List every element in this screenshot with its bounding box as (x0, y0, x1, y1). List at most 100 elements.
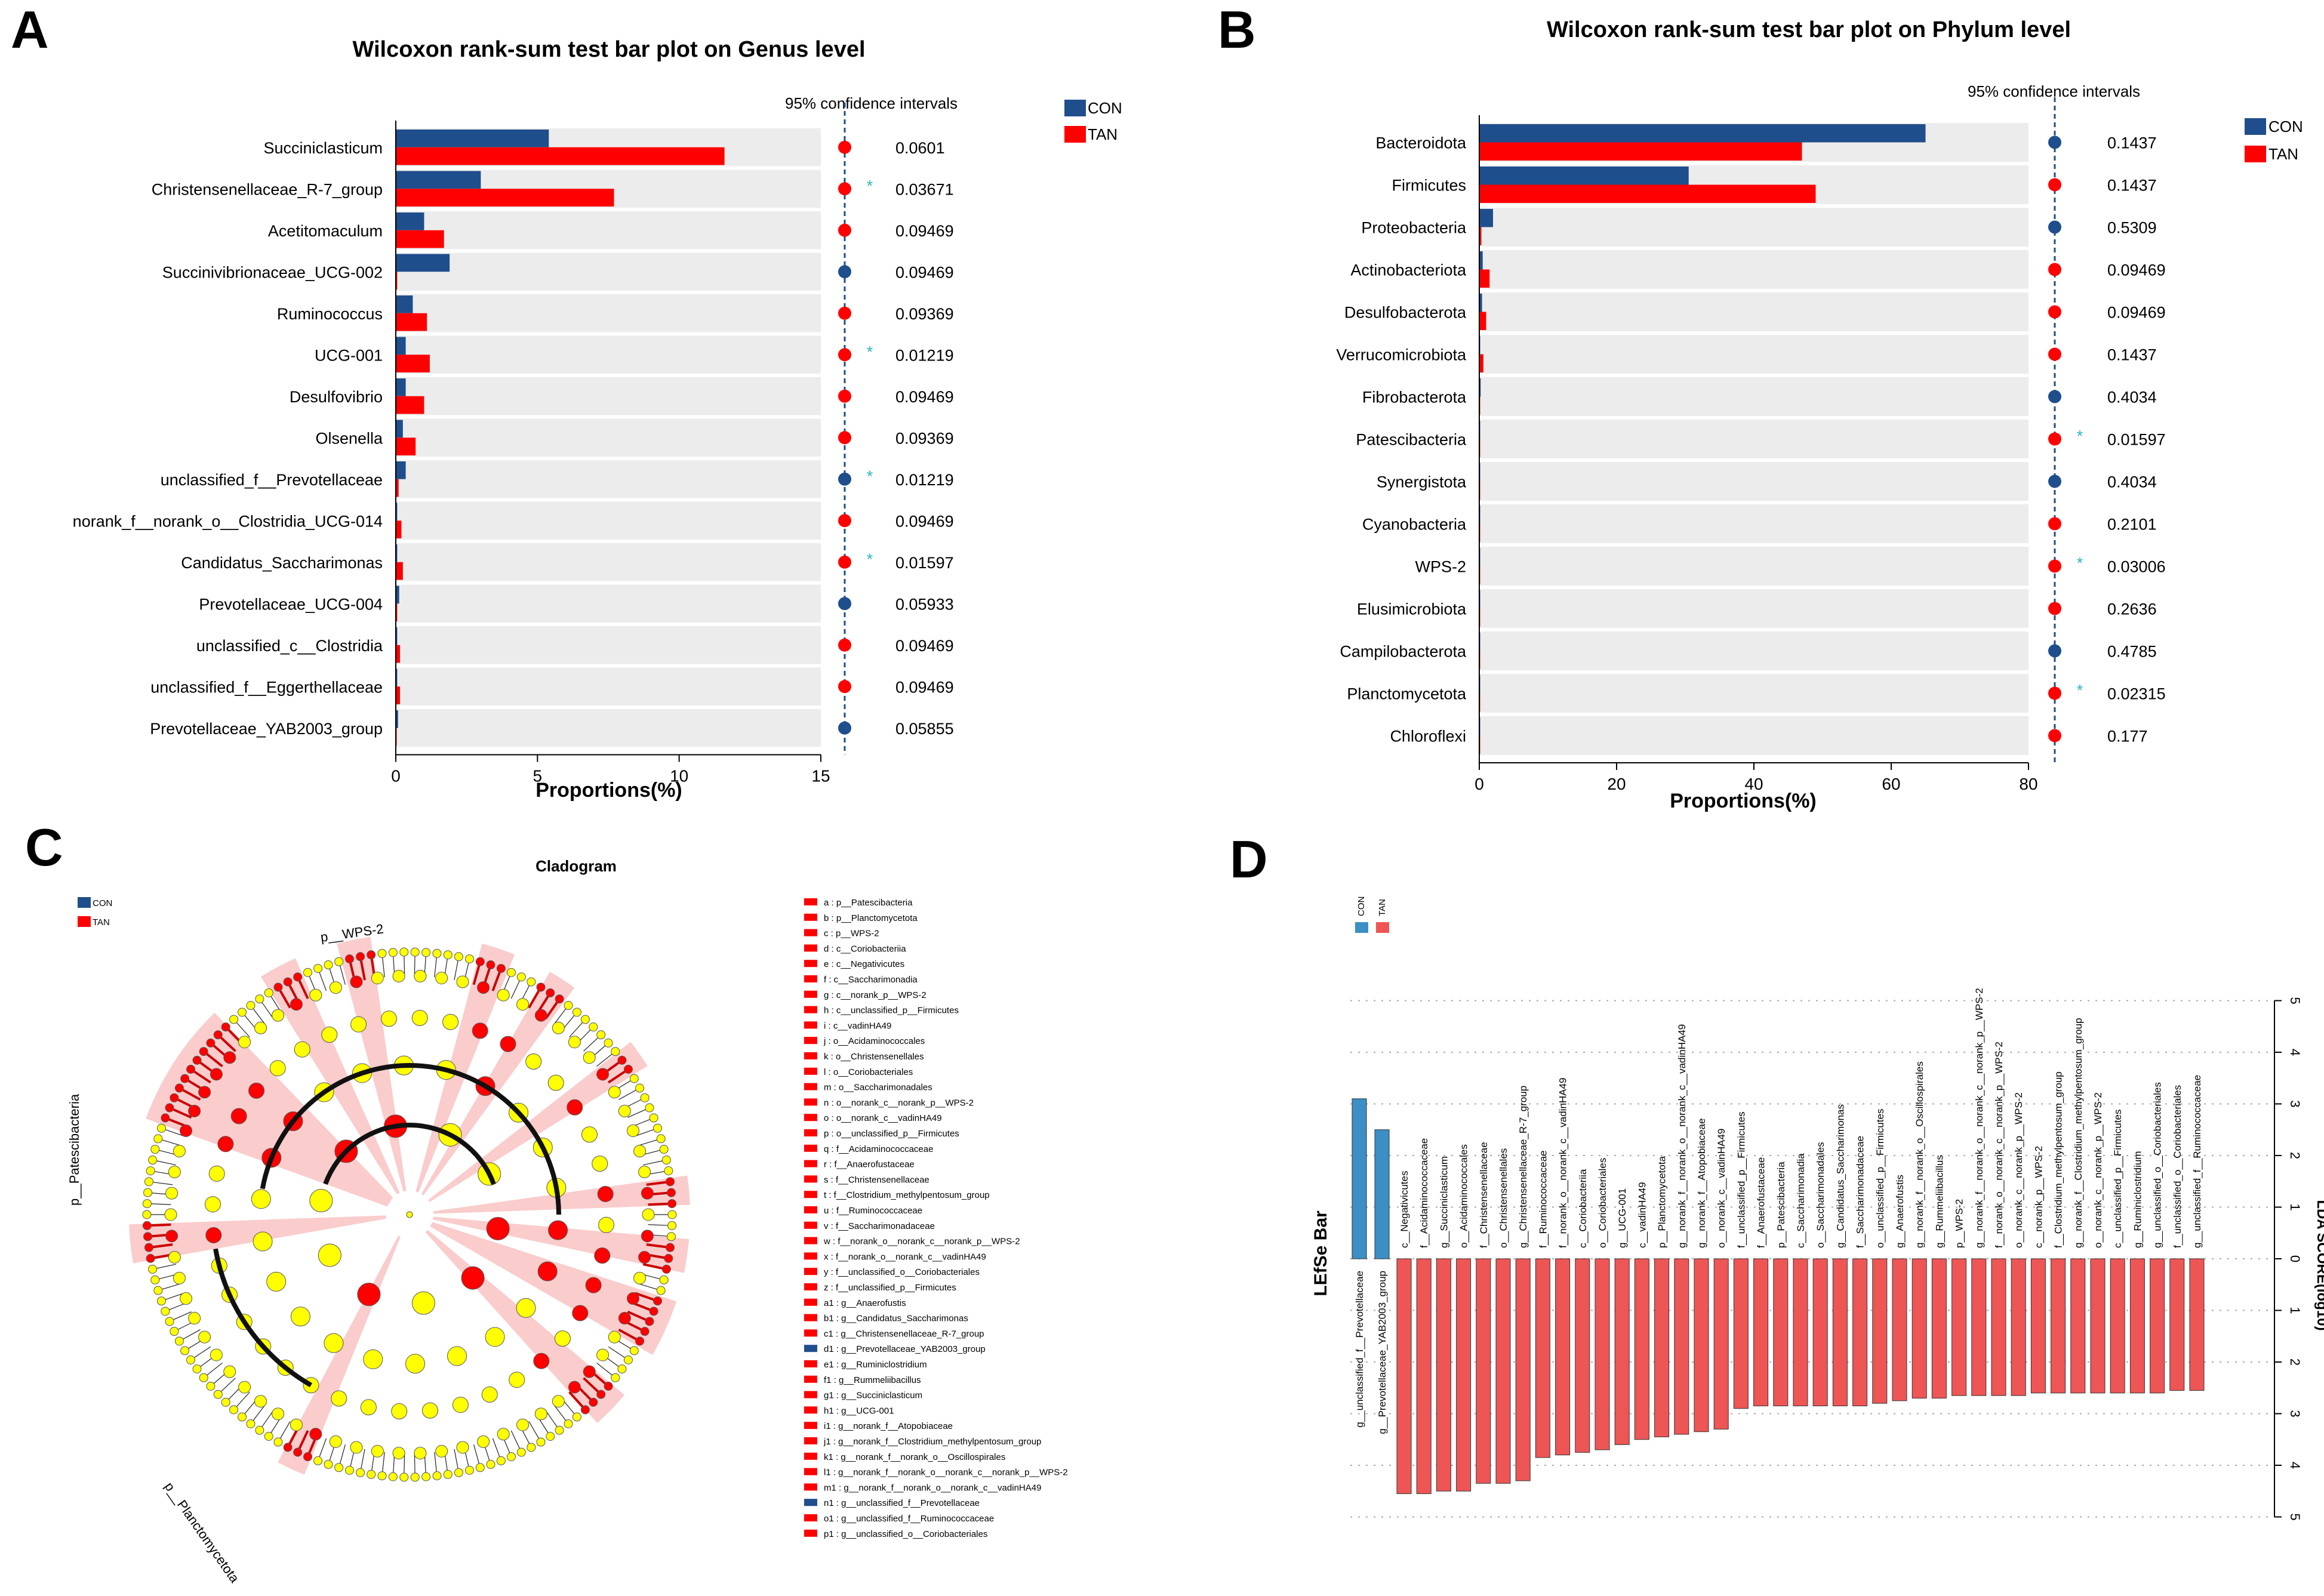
clado-key-swatch (804, 1468, 817, 1475)
clado-node (204, 1196, 221, 1213)
lefse-bar-tan (1971, 1258, 1987, 1396)
clado-node (666, 1243, 675, 1252)
clado-node (293, 1447, 303, 1457)
clado-node (238, 1412, 247, 1422)
clado-node (283, 1443, 293, 1452)
phylum-bar-tan (1479, 354, 1483, 372)
clado-node (656, 1286, 666, 1295)
lefse-bar-tan (1674, 1258, 1689, 1435)
genus-category-label: Olsenella (315, 429, 383, 447)
clado-node (572, 1305, 589, 1321)
clado-node (568, 1381, 581, 1394)
clado-node (146, 1253, 155, 1263)
cladogram: Cladogram CON TAN p__WPS-2 p__Patescibac… (67, 857, 1068, 1586)
clado-node (410, 947, 420, 957)
clado-node (618, 1312, 631, 1325)
genus-p-value: 0.09469 (895, 222, 954, 240)
clado-node (611, 1047, 620, 1056)
lefse-category-label-tan: f__Acidaminococcaceae (1418, 1138, 1430, 1248)
clado-node (411, 1291, 435, 1315)
clado-node (623, 1065, 633, 1074)
clado-node (367, 1469, 376, 1479)
clado-node (454, 952, 463, 962)
genus-bar-tan (396, 437, 416, 455)
phylum-ci-dot (2048, 602, 2061, 615)
clado-node (667, 1210, 677, 1219)
clado-node (589, 1397, 598, 1407)
clado-node (583, 1365, 596, 1378)
clado-key-label: a1 : g__Anaerofustis (824, 1298, 906, 1308)
genus-ci-dot (838, 348, 851, 362)
clado-key-label: h : c__unclassified_p__Firmicutes (824, 1006, 959, 1016)
phylum-ci-dot (2048, 390, 2061, 403)
genus-category-label: unclassified_c__Clostridia (196, 637, 383, 655)
clado-node (626, 1292, 639, 1305)
phylum-p-value: 0.09469 (2107, 261, 2166, 279)
clado-key-swatch (804, 1191, 817, 1198)
genus-row-bg (396, 418, 821, 457)
clado-node (180, 1346, 190, 1355)
clado-node (334, 957, 344, 966)
clado-node (318, 1243, 341, 1267)
clado-key-swatch (804, 1329, 817, 1337)
clado-node (144, 1243, 153, 1252)
clado-key-swatch (804, 913, 817, 921)
genus-bar-tan (396, 520, 402, 538)
genus-row-bg (396, 501, 821, 540)
phylum-row-bg (1479, 462, 2029, 501)
clado-node (617, 1364, 627, 1374)
genus-p-value: 0.09469 (895, 637, 954, 655)
clado-node (477, 1435, 490, 1448)
clado-node (536, 1437, 546, 1447)
phylum-category-label: Proteobacteria (1361, 219, 1467, 237)
phylum-row-bg (1479, 504, 2029, 543)
genus-x-tick-label: 10 (670, 767, 688, 785)
clado-key-label: j : o__Acidaminococcales (823, 1036, 925, 1046)
genus-p-value: 0.09369 (895, 429, 954, 447)
clado-node (604, 1038, 613, 1047)
lefse-category-label-tan: c__norank_p__WPS-2 (2033, 1146, 2044, 1248)
clado-key-swatch (804, 1067, 817, 1075)
lefse-category-label-tan: c__unclassified_p__Firmicutes (2112, 1110, 2123, 1248)
genus-category-label: unclassified_f__Eggerthellaceae (150, 678, 383, 696)
clado-key-swatch (804, 1037, 817, 1045)
genus-bar-con (396, 668, 398, 687)
genus-row-bg (396, 709, 821, 747)
genus-bar-plot: Wilcoxon rank-sum test bar plot on Genus… (73, 37, 1122, 802)
clado-node (443, 1469, 453, 1479)
clado-key-label: t : f__Clostridium_methylpentosum_group (824, 1190, 990, 1200)
clado-node (435, 972, 448, 985)
clado-node (165, 1230, 178, 1243)
clado-node (206, 1038, 216, 1047)
clado-key-swatch (804, 1114, 817, 1121)
clado-node (546, 1432, 555, 1441)
lefse-category-label-tan: o__norank_c__norank_p__WPS-2 (2013, 1092, 2024, 1248)
clado-key-label: g1 : g__Succiniclasticum (824, 1391, 922, 1401)
lefse-category-label-tan: g__unclassified_o__Coriobacteriales (2152, 1082, 2163, 1248)
genus-p-value: 0.03671 (895, 180, 954, 198)
clado-node (363, 1349, 383, 1369)
clado-node (264, 1432, 273, 1441)
clado-node (148, 1156, 158, 1165)
phylum-row-bg (1479, 674, 2029, 713)
lefse-category-label-tan: f__norank_o__norank_c__norank_p__WPS-2 (1993, 1042, 2005, 1248)
lefse-bar-tan (1773, 1258, 1789, 1407)
genus-ci-dot (838, 140, 851, 154)
genus-bar-con (396, 378, 406, 396)
genus-category-label: Ruminococcus (277, 305, 383, 323)
clado-key-label: r : f__Anaerofustaceae (824, 1160, 915, 1170)
clado-node (223, 1051, 236, 1064)
phylum-category-label: Verrucomicrobiota (1336, 346, 1467, 364)
clado-node (664, 1166, 673, 1176)
phylum-x-tick-label: 40 (1744, 775, 1763, 793)
clado-key-label: j1 : g__norank_f__Clostridium_methylpent… (823, 1437, 1041, 1447)
clado-node (635, 1083, 645, 1093)
lefse-bar-tan (1515, 1258, 1531, 1481)
clado-key-label: n : o__norank_c__norank_p__WPS-2 (824, 1098, 974, 1108)
clado-node (223, 1365, 236, 1378)
phylum-row-bg (1479, 250, 2029, 289)
phylum-ci-dot (2048, 729, 2061, 742)
clado-key-label: d : c__Coriobacteriia (824, 944, 906, 954)
genus-title: Wilcoxon rank-sum test bar plot on Genus… (352, 37, 865, 62)
clado-node (645, 1103, 654, 1113)
